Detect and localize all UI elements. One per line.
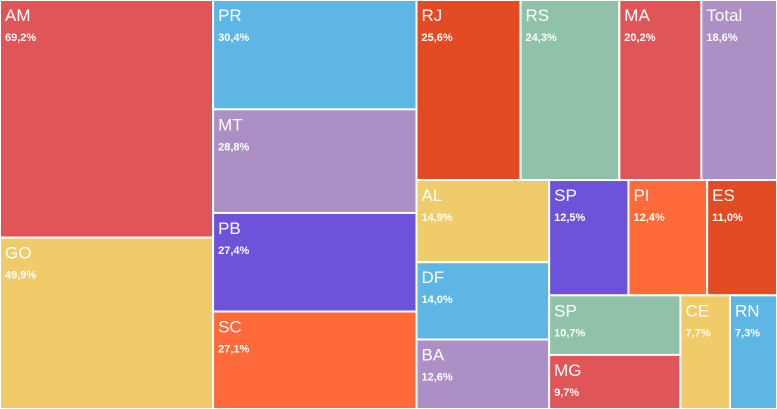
tile [415, 338, 551, 409]
tile-value: 24,3% [526, 32, 557, 44]
tile-label: MG [554, 361, 581, 380]
tile-label: PR [218, 6, 242, 25]
tile-value: 9,7% [554, 387, 579, 399]
tile-value: 25,6% [421, 32, 452, 44]
tile-value: 7,3% [735, 327, 760, 339]
tile-label: PI [633, 186, 649, 205]
tile-value: 12,4% [633, 212, 664, 224]
tile [415, 261, 551, 341]
tile-label: RJ [421, 6, 442, 25]
tile-value: 10,7% [554, 327, 585, 339]
tile-value: 20,2% [624, 32, 655, 44]
tile-value: 27,4% [218, 245, 249, 257]
tile-value: 11,0% [712, 212, 743, 224]
tile [548, 179, 630, 297]
tile-label: SC [218, 318, 242, 337]
tile [212, 0, 418, 111]
tile-label: BA [421, 345, 444, 364]
tile-value: 12,6% [421, 371, 452, 383]
tile-value: 30,4% [218, 32, 249, 44]
tile-value: 69,2% [5, 32, 36, 44]
tile-label: RN [735, 301, 760, 320]
tile-label: RS [526, 6, 550, 25]
tile [519, 0, 621, 182]
tile-value: 14,0% [421, 294, 452, 306]
tile [212, 108, 418, 214]
tile-label: PB [218, 219, 241, 238]
tile-value: 18,6% [706, 32, 737, 44]
tile-label: SP [554, 301, 577, 320]
tile [415, 179, 551, 264]
tile-value: 7,7% [685, 327, 710, 339]
tile-value: 12,5% [554, 212, 585, 224]
tile-value: 27,1% [218, 344, 249, 356]
tile [0, 0, 215, 239]
tile-label: MT [218, 115, 243, 134]
tile-value: 49,9% [5, 270, 36, 282]
tile-value: 28,8% [218, 141, 249, 153]
tile [548, 353, 682, 409]
tile-label: GO [5, 244, 31, 263]
tile-label: MA [624, 6, 650, 25]
tile-label: CE [685, 301, 709, 320]
tile [700, 0, 777, 182]
tile-label: DF [421, 268, 444, 287]
tile-label: AL [421, 186, 442, 205]
tile [212, 310, 418, 409]
tile-label: ES [712, 186, 735, 205]
tile-value: 14,9% [421, 212, 452, 224]
tile [0, 236, 215, 409]
tile-label: AM [5, 6, 31, 25]
tile [618, 0, 703, 182]
tile [212, 211, 418, 313]
tile [415, 0, 522, 182]
tile-label: Total [706, 6, 742, 25]
tile-label: SP [554, 186, 577, 205]
